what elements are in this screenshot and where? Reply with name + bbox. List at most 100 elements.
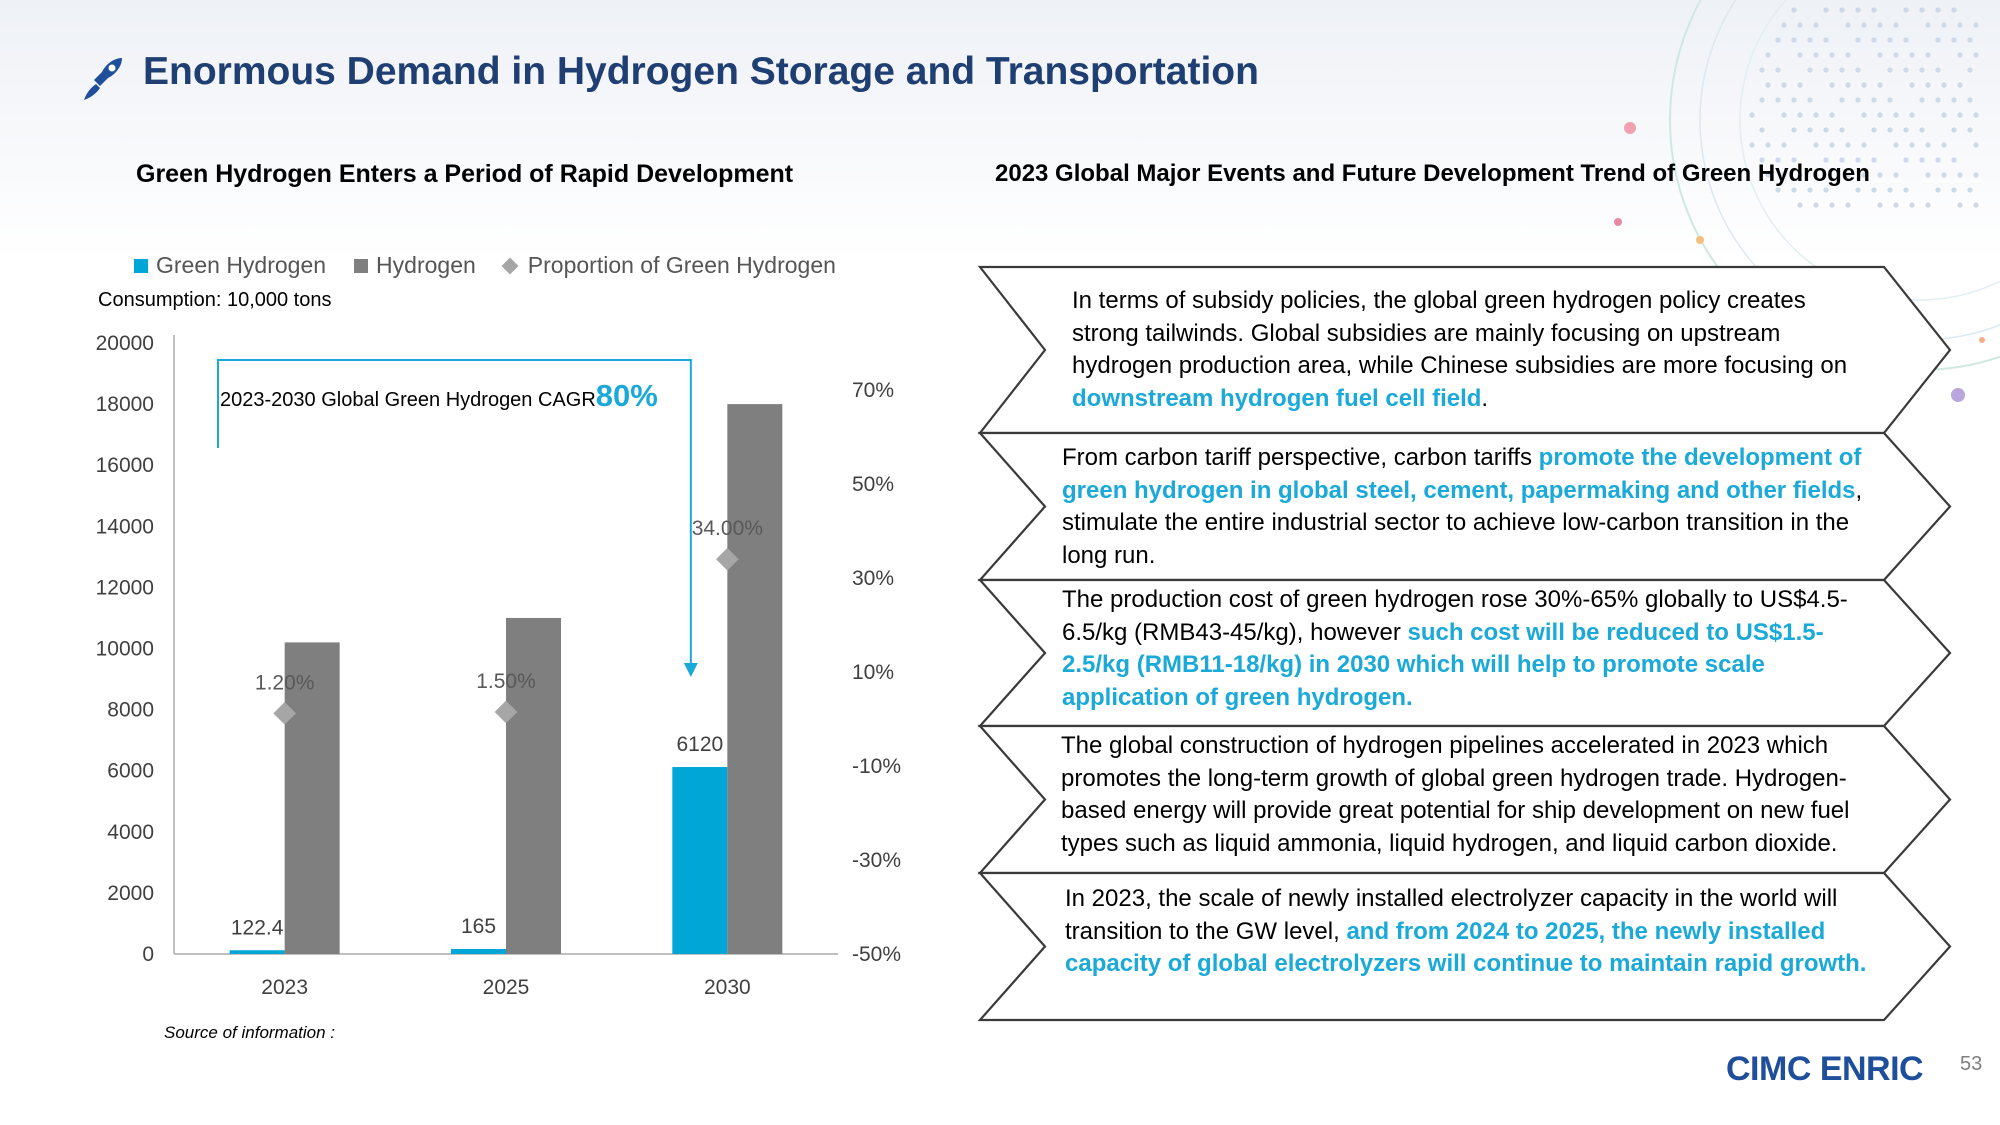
bar-green-hydrogen: [451, 948, 506, 954]
globe-dot: [1909, 202, 1915, 208]
globe-dot: [1807, 37, 1813, 43]
chart-subtitle: Green Hydrogen Enters a Period of Rapid …: [136, 160, 794, 188]
data-label: 165: [461, 915, 496, 938]
globe-dot: [1829, 142, 1835, 148]
globe-dot: [1855, 67, 1861, 73]
y2-tick-label: 50%: [852, 473, 894, 496]
y2-tick-label: 10%: [852, 661, 894, 684]
globe-decoration: [1614, 0, 2000, 402]
globe-dot: [1887, 37, 1893, 43]
legend-label: Hydrogen: [376, 252, 476, 278]
globe-dot: [1967, 37, 1973, 43]
globe-dot: [1887, 67, 1893, 73]
data-label: 1.20%: [255, 671, 315, 694]
globe-dot: [1877, 172, 1883, 178]
globe-dot: [1845, 172, 1851, 178]
y-tick-label: 6000: [107, 760, 154, 783]
globe-dot: [1871, 187, 1877, 193]
bar-hydrogen: [284, 642, 340, 954]
globe-dot: [1839, 97, 1845, 103]
bar-hydrogen: [727, 404, 783, 955]
globe-dot: [1925, 142, 1931, 148]
globe-dot: [1941, 142, 1947, 148]
globe-dot: [1823, 187, 1829, 193]
globe-dot: [1861, 142, 1867, 148]
globe-dot: [1813, 112, 1819, 118]
globe-dot: [1909, 142, 1915, 148]
bar-green-hydrogen: [229, 950, 285, 954]
globe-dot: [1903, 7, 1909, 13]
source-note: Source of information :: [164, 1023, 336, 1042]
y-tick-label: 12000: [96, 576, 154, 599]
globe-dot: [1877, 52, 1883, 58]
globe-dot: [1925, 22, 1931, 28]
globe-dot: [1791, 37, 1797, 43]
cagr-annotation: 2023-2030 Global Green Hydrogen CAGR80%: [220, 378, 658, 413]
globe-dot: [1861, 82, 1867, 88]
page-title: Enormous Demand in Hydrogen Storage and …: [143, 50, 1259, 93]
globe-dot: [1967, 127, 1973, 133]
globe-dot: [1813, 202, 1819, 208]
globe-dot: [1813, 22, 1819, 28]
globe-dot: [1951, 7, 1957, 13]
globe-dot: [1823, 157, 1829, 163]
cagr-arrow-head: [683, 663, 698, 677]
globe-dot: [1829, 202, 1835, 208]
event-text: The global construction of hydrogen pipe…: [1061, 732, 1850, 857]
globe-dot: [1775, 37, 1781, 43]
event-item: From carbon tariff perspective, carbon t…: [1062, 442, 1882, 572]
globe-dot: [1887, 127, 1893, 133]
globe-dot: [1765, 172, 1771, 178]
globe-dot: [1973, 112, 1979, 118]
globe-dot: [1935, 7, 1941, 13]
y2-tick-label: -30%: [852, 849, 901, 872]
cagr-annotation-label: 2023-2030 Global Green Hydrogen CAGR: [220, 389, 596, 411]
globe-dot: [1861, 22, 1867, 28]
globe-dot: [1973, 142, 1979, 148]
event-item: In terms of subsidy policies, the global…: [1072, 285, 1872, 415]
globe-dot: [1941, 22, 1947, 28]
data-label: 34.00%: [692, 517, 763, 540]
legend-swatch: [501, 257, 519, 274]
globe-dot: [1973, 202, 1979, 208]
combo-chart: 0 2000 4000 6000 8000 10000 12000 14000 16000 180…: [96, 332, 901, 999]
globe-dot: [1797, 172, 1803, 178]
y-tick-label: 4000: [107, 821, 154, 844]
globe-dot: [1903, 67, 1909, 73]
globe-dot: [1935, 187, 1941, 193]
globe-dot: [1941, 82, 1947, 88]
globe-dot: [1759, 157, 1765, 163]
globe-dot: [1871, 127, 1877, 133]
globe-dot: [1797, 82, 1803, 88]
globe-dot: [1781, 112, 1787, 118]
globe-dot: [1957, 112, 1963, 118]
globe-dot: [1887, 187, 1893, 193]
event-text: In terms of subsidy policies, the global…: [1072, 287, 1848, 379]
globe-dot: [1765, 82, 1771, 88]
globe-dot: [1877, 202, 1883, 208]
globe-dot: [1919, 127, 1925, 133]
globe-dot: [1951, 37, 1957, 43]
globe-dot: [1893, 202, 1899, 208]
globe-dot: [1861, 112, 1867, 118]
bar-green-hydrogen: [672, 767, 728, 954]
y-tick-label: 0: [142, 943, 154, 966]
globe-dot: [1871, 37, 1877, 43]
globe-dot: [1839, 127, 1845, 133]
y2-tick-label: -10%: [852, 755, 901, 778]
y-tick-label: 14000: [96, 515, 154, 538]
globe-dot: [1797, 202, 1803, 208]
data-label: 1.50%: [476, 670, 536, 693]
globe-dot: [1951, 157, 1957, 163]
legend-label: Green Hydrogen: [156, 252, 327, 278]
globe-dot: [1967, 67, 1973, 73]
globe-dot: [1871, 7, 1877, 13]
company-logo: CIMC ENRIC: [1726, 1050, 1924, 1088]
globe-dot: [1855, 7, 1861, 13]
globe-dot: [1791, 7, 1797, 13]
event-highlight-text: such cost will be reduced to US$1.5-2.5/…: [1062, 618, 1824, 711]
cagr-bracket: [217, 359, 692, 665]
globe-dot: [1925, 202, 1931, 208]
legend-item-proportion: Proportion of Green Hydrogen: [501, 252, 836, 279]
page-number: 53: [1960, 1053, 1983, 1075]
